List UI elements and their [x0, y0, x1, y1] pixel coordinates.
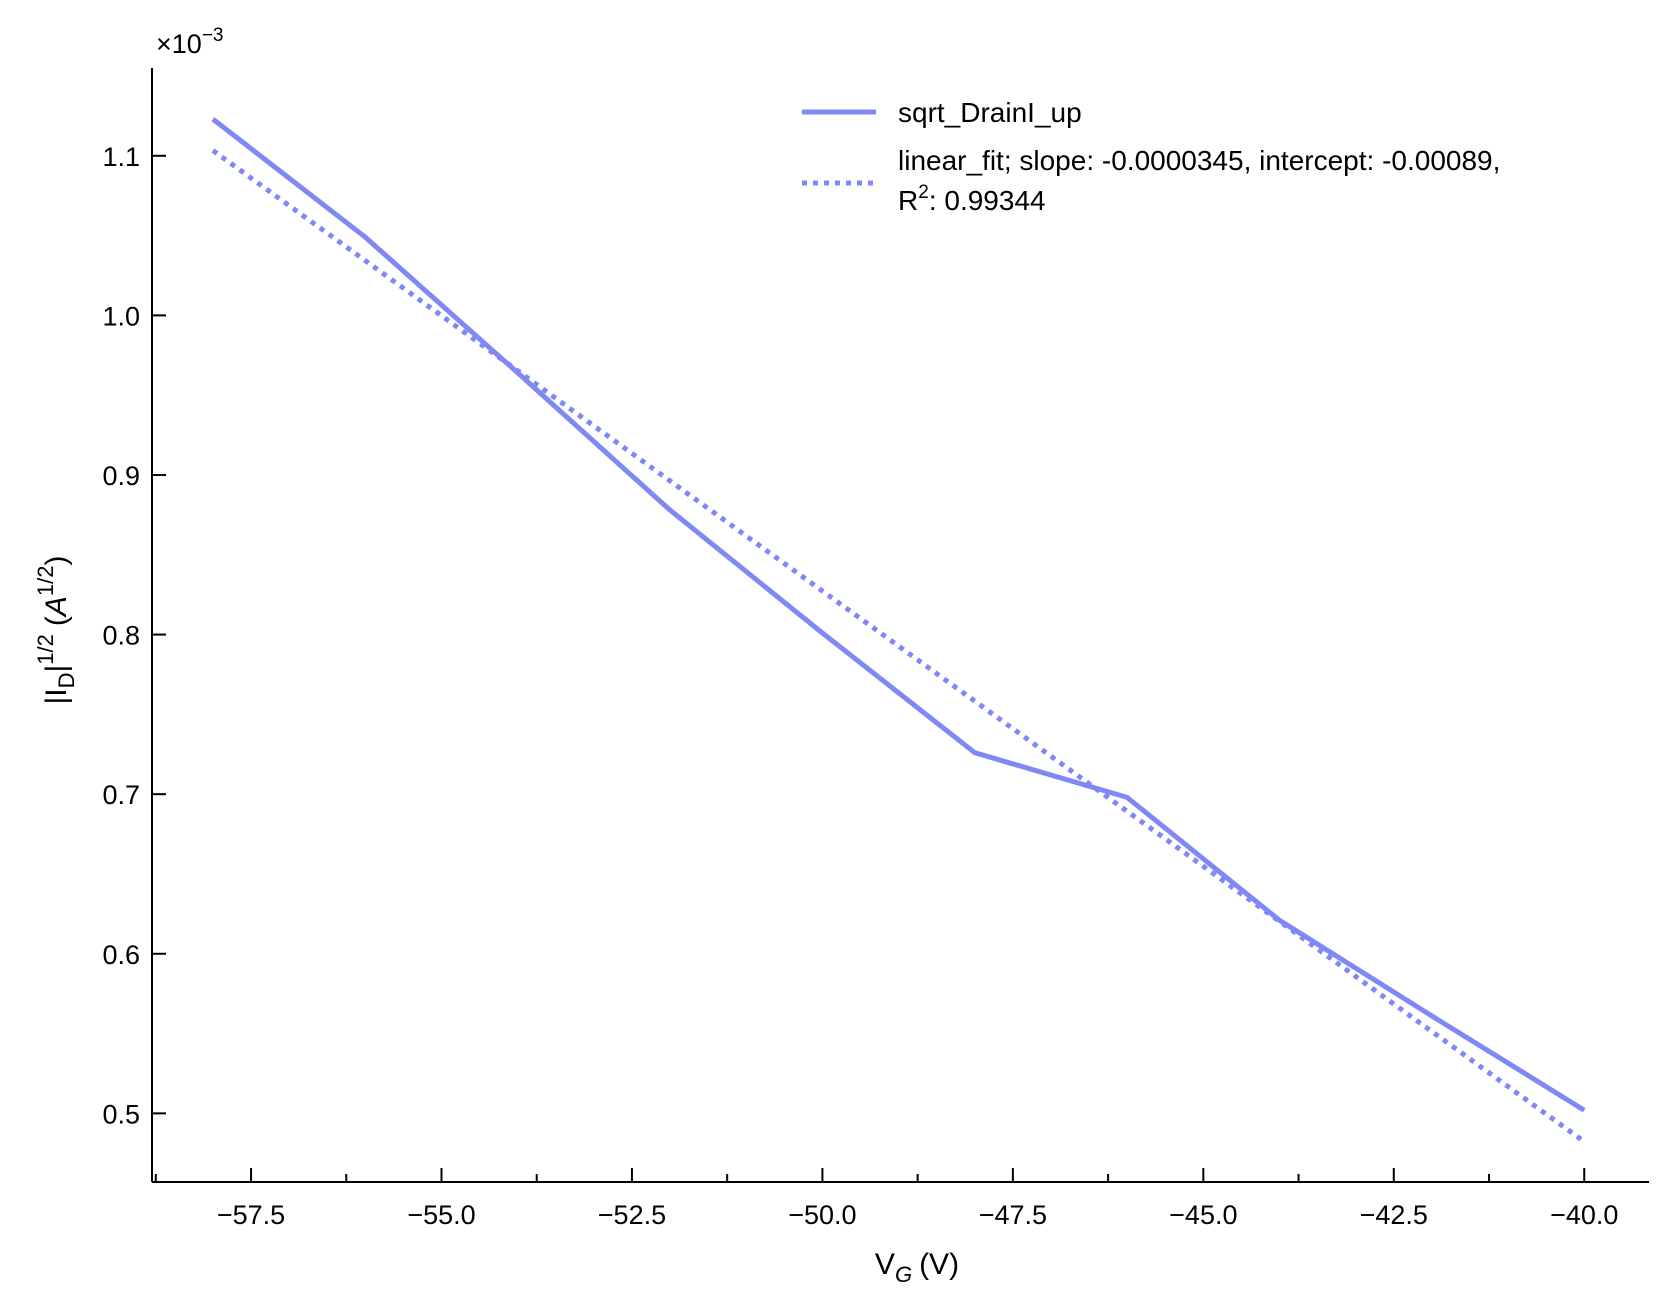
legend: sqrt_DrainI_up linear_fit; slope: -0.000… — [802, 97, 1500, 216]
x-tick-label: −42.5 — [1360, 1200, 1428, 1230]
x-tick-label: −52.5 — [598, 1200, 666, 1230]
y-tick-label: 0.6 — [102, 940, 140, 970]
y-offset-label: ×10−3 — [156, 25, 223, 59]
y-tick-label: 0.9 — [102, 461, 140, 491]
x-tick-label: −45.0 — [1169, 1200, 1237, 1230]
y-tick-label: 0.5 — [102, 1099, 140, 1129]
series-layer — [211, 117, 1586, 1144]
y-tick-label: 0.8 — [102, 621, 140, 651]
legend-label-sqrt-drainI-up: sqrt_DrainI_up — [898, 97, 1082, 128]
y-tick-label: 1.0 — [102, 301, 140, 331]
x-axis-ticks: −57.5 −55.0 −52.5 −50.0 −47.5 −45.0 −42.5 −40.0 — [154, 1168, 1618, 1230]
x-tick-label: −50.0 — [788, 1200, 856, 1230]
legend-label-linear-fit-r2: R2: 0.99344 — [898, 182, 1046, 216]
x-axis-label: VG (V) — [875, 1248, 959, 1287]
series-line-sqrt-drainI-up — [211, 117, 1586, 1113]
y-tick-label: 1.1 — [102, 142, 140, 172]
y-tick-label: 0.7 — [102, 780, 140, 810]
legend-label-linear-fit: linear_fit; slope: -0.0000345, intercept… — [898, 145, 1500, 176]
y-axis-label: |ID|1/2(A1/2) — [33, 555, 79, 704]
axes-frame — [151, 68, 1649, 1183]
series-line-linear-fit — [211, 148, 1586, 1144]
x-tick-label: −55.0 — [407, 1200, 475, 1230]
x-tick-label: −40.0 — [1550, 1200, 1618, 1230]
x-tick-label: −57.5 — [217, 1200, 285, 1230]
y-axis-ticks: 0.5 0.6 0.7 0.8 0.9 1.0 1.1 — [102, 142, 166, 1129]
x-tick-label: −47.5 — [979, 1200, 1047, 1230]
